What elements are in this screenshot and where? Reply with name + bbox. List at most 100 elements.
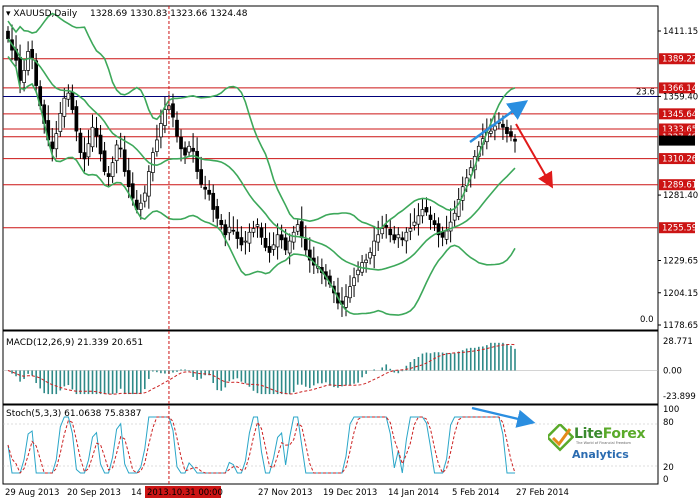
candle-body bbox=[70, 91, 75, 110]
candle-body bbox=[98, 134, 103, 155]
stoch-header: Stoch(5,3,3) 61.0638 75.8387 bbox=[6, 409, 141, 419]
macd-signal-line bbox=[7, 343, 516, 395]
candle-body bbox=[396, 234, 401, 239]
candle-body bbox=[82, 152, 87, 160]
candle-body bbox=[448, 221, 453, 232]
candle-body bbox=[22, 70, 26, 83]
price-tick-label: 1255.59 bbox=[662, 224, 697, 234]
candle-body bbox=[179, 136, 183, 150]
candle-body bbox=[408, 228, 413, 232]
candle-body bbox=[122, 149, 127, 172]
price-label-bg bbox=[659, 179, 695, 191]
candle-body bbox=[505, 126, 509, 134]
candle-body bbox=[489, 130, 493, 134]
price-tick-label: 1289.61 bbox=[662, 181, 697, 191]
candle-body bbox=[146, 171, 151, 197]
price-frame bbox=[2, 5, 659, 331]
band-upper bbox=[7, 12, 516, 231]
candle-body bbox=[493, 125, 497, 131]
candle-body bbox=[372, 240, 377, 256]
candle-body bbox=[456, 199, 461, 217]
candle-body bbox=[203, 186, 208, 190]
price-tick-label: 1281.40 bbox=[663, 191, 698, 201]
candle-body bbox=[151, 152, 155, 173]
candle-body bbox=[54, 133, 59, 150]
candle-body bbox=[211, 192, 216, 210]
candle-body bbox=[352, 277, 356, 286]
candle-body bbox=[183, 147, 187, 156]
downtrend-arrow bbox=[515, 123, 553, 189]
annotations bbox=[168, 6, 553, 484]
price-label-bg bbox=[659, 153, 695, 165]
candle-body bbox=[235, 231, 240, 239]
price-label-bg bbox=[659, 82, 695, 94]
candle-body bbox=[384, 225, 389, 228]
price-tick-label: 1359.40 bbox=[663, 92, 698, 102]
candle-body bbox=[223, 224, 228, 236]
candle-body bbox=[400, 237, 405, 241]
uptrend-arrow bbox=[469, 100, 529, 144]
candle-body bbox=[412, 221, 417, 226]
price-tick-label: 1389.22 bbox=[662, 55, 697, 65]
candle-body bbox=[171, 103, 175, 118]
candle-body bbox=[376, 234, 381, 243]
candle-body bbox=[18, 56, 22, 81]
candle-body bbox=[30, 49, 34, 59]
macd-bars bbox=[11, 342, 516, 395]
stoch-main-line bbox=[7, 416, 515, 474]
candle-body bbox=[66, 92, 71, 100]
candle-body bbox=[86, 143, 91, 158]
candle-body bbox=[275, 234, 280, 248]
candle-body bbox=[501, 123, 505, 128]
x-tick-label: 29 Aug 2013 bbox=[5, 488, 59, 498]
candle-body bbox=[58, 113, 63, 132]
candle-body bbox=[62, 97, 67, 117]
price-tick-label: 1345.64 bbox=[662, 110, 697, 120]
macd-tick-label: 0.00 bbox=[663, 366, 682, 376]
candle-body bbox=[102, 150, 107, 172]
candle-body bbox=[106, 173, 111, 177]
candle-body bbox=[114, 144, 119, 162]
candle-body bbox=[267, 246, 272, 253]
candle-body bbox=[219, 220, 224, 226]
stoch-tick-label: 0 bbox=[663, 475, 668, 485]
candle-body bbox=[271, 244, 276, 250]
candle-body bbox=[130, 183, 135, 199]
candle-body bbox=[50, 141, 55, 150]
candle-body bbox=[416, 215, 421, 225]
band-middle bbox=[7, 38, 516, 271]
candle-body bbox=[364, 259, 368, 263]
check-icon bbox=[548, 424, 574, 452]
candle-body bbox=[299, 221, 304, 238]
price-tick-label: 1333.65 bbox=[662, 125, 697, 135]
price-tick-label: 1204.15 bbox=[663, 289, 698, 299]
candle-body bbox=[295, 224, 300, 232]
candle-body bbox=[26, 51, 30, 71]
candle-body bbox=[404, 231, 409, 242]
current-price-marker bbox=[659, 135, 695, 146]
price-label-bg bbox=[659, 108, 695, 120]
logo-tagline: The World of Financial Freedom bbox=[576, 441, 631, 445]
price-tick-label: 1178.65 bbox=[663, 321, 698, 331]
candle-body bbox=[279, 234, 284, 241]
logo-name-a: Lite bbox=[574, 426, 603, 442]
price-tick-label: 1366.14 bbox=[662, 84, 697, 94]
candle-body bbox=[251, 228, 256, 233]
candle-body bbox=[356, 269, 360, 276]
candle-body bbox=[392, 234, 397, 241]
candle-body bbox=[175, 119, 179, 137]
candle-body bbox=[283, 237, 288, 251]
candle-body bbox=[247, 231, 252, 244]
candle-body bbox=[207, 189, 212, 195]
candle-body bbox=[263, 237, 268, 248]
candle-body bbox=[34, 60, 39, 86]
x-tick-label: 27 Feb 2014 bbox=[516, 488, 569, 498]
price-tick-label: 1411.15 bbox=[663, 27, 698, 37]
candle-body bbox=[155, 139, 159, 152]
candle-body bbox=[348, 286, 352, 299]
logo-subtitle: Analytics bbox=[572, 448, 629, 461]
liteforex-logo: LiteForex The World of Financial Freedom… bbox=[548, 424, 652, 468]
stoch-tick-label: 100 bbox=[663, 405, 679, 415]
